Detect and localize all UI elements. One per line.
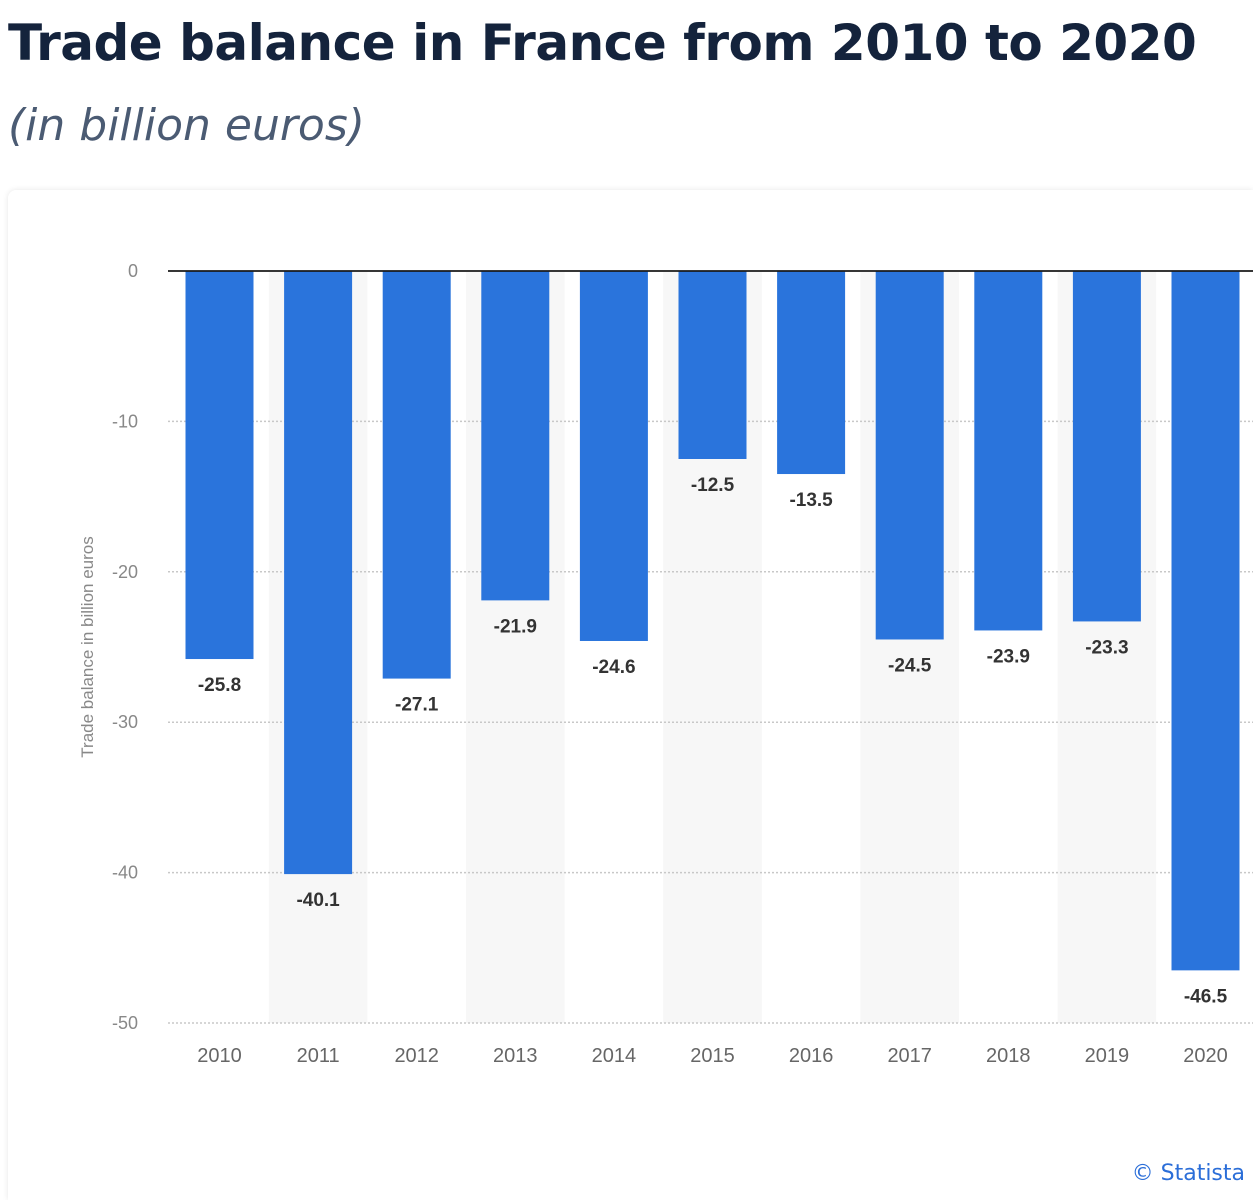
x-tick-label: 2012 [394,1045,439,1067]
x-tick-label: 2016 [789,1045,834,1067]
x-tick-label: 2013 [493,1045,538,1067]
bar-value-label: -40.1 [296,890,340,911]
bar-value-label: -25.8 [198,675,241,696]
bar-value-label: -24.6 [592,657,635,678]
x-axis-ticks: 2010 2011 2012 2013 2014 2015 2016 2017 2018 2019… [197,1045,1228,1067]
bar-value-label: -13.5 [789,490,833,511]
bar-2017[interactable] [875,271,944,640]
chart-title: Trade balance in France from 2010 to 202… [8,14,1197,72]
bar-chart: 0 -10 -20 -30 -40 -50 -25.8 -40.1 -27.1 -21.9 -24… [78,261,1253,1067]
x-tick-label: 2020 [1183,1045,1228,1067]
bar-value-labels: -25.8 -40.1 -27.1 -21.9 -24.6 -12.5 -13.5 -24.5… [198,475,1228,1007]
bar-value-label: -24.5 [888,655,932,676]
bar-2011[interactable] [284,271,353,875]
y-tick-label: -20 [112,562,138,582]
x-tick-label: 2011 [297,1045,340,1067]
bar-2013[interactable] [481,271,550,601]
y-axis-label: Trade balance in billion euros [78,536,97,757]
x-tick-label: 2017 [887,1045,932,1067]
bar-2019[interactable] [1072,271,1141,622]
bar-2014[interactable] [579,271,648,641]
bar-value-label: -21.9 [494,616,537,637]
x-tick-label: 2010 [197,1045,242,1067]
bar-2015[interactable] [678,271,747,459]
x-tick-label: 2015 [690,1045,735,1067]
bar-2020[interactable] [1171,271,1240,971]
x-tick-label: 2014 [592,1045,637,1067]
bar-value-label: -46.5 [1184,986,1228,1007]
bars [185,271,1240,971]
bar-2018[interactable] [974,271,1043,631]
bar-2016[interactable] [777,271,846,475]
y-tick-label: -10 [112,411,138,431]
y-tick-label: -30 [112,712,138,732]
bar-value-label: -23.3 [1085,637,1128,658]
x-tick-label: 2019 [1085,1045,1130,1067]
y-axis-ticks: 0 -10 -20 -30 -40 -50 [112,261,138,1033]
bar-value-label: -27.1 [395,695,439,716]
bar-2010[interactable] [185,271,254,660]
statista-credit-link[interactable]: © Statista [1131,1161,1245,1186]
bar-value-label: -23.9 [987,646,1030,667]
bar-value-label: -12.5 [691,475,735,496]
chart-card: 0 -10 -20 -30 -40 -50 -25.8 -40.1 -27.1 -21.9 -24… [8,190,1253,1200]
y-tick-label: -40 [112,863,138,883]
x-tick-label: 2018 [986,1045,1031,1067]
bar-2012[interactable] [382,271,451,679]
y-tick-label: 0 [128,261,138,281]
chart-subtitle: (in billion euros) [8,100,365,151]
y-tick-label: -50 [112,1013,138,1033]
